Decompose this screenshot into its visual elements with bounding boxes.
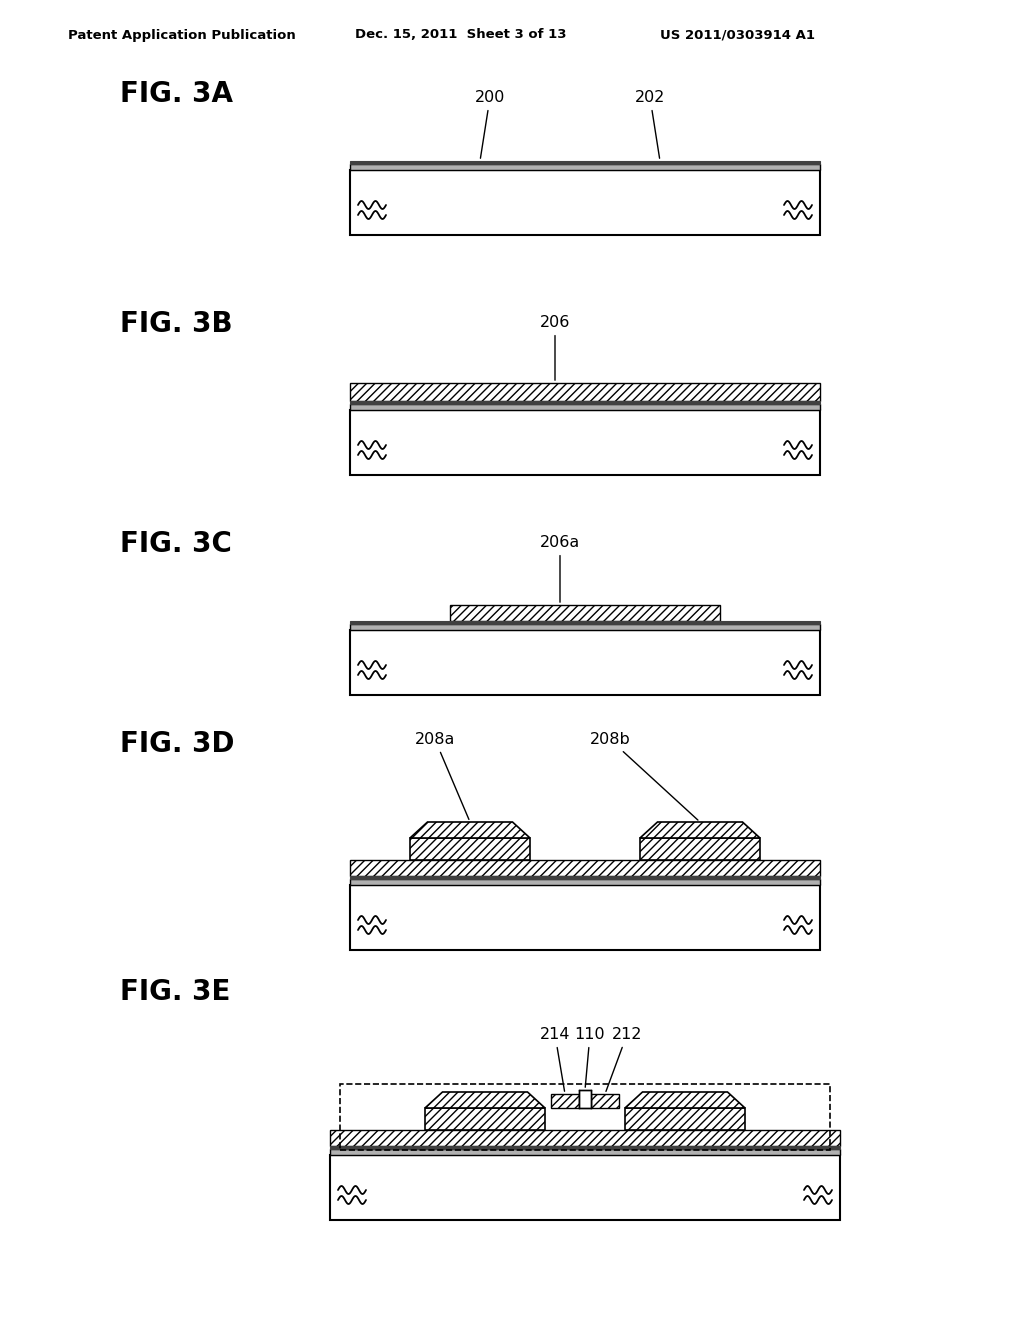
Bar [350, 884, 820, 950]
Text: FIG. 3B: FIG. 3B [120, 310, 232, 338]
Polygon shape [640, 822, 760, 838]
Polygon shape [425, 1107, 545, 1130]
Text: FIG. 3E: FIG. 3E [120, 978, 230, 1006]
Text: FIG. 3D: FIG. 3D [120, 730, 234, 758]
Bar [350, 411, 820, 475]
Bar [350, 170, 820, 235]
Text: FIG. 3A: FIG. 3A [120, 81, 233, 108]
Bar [350, 161, 820, 164]
Bar [330, 1130, 840, 1146]
Bar [350, 624, 820, 630]
Text: 200: 200 [475, 90, 505, 158]
Bar [350, 879, 820, 884]
Bar [350, 861, 820, 876]
Text: 214: 214 [540, 1027, 570, 1092]
Text: 206a: 206a [540, 535, 581, 602]
Bar [350, 404, 820, 411]
Polygon shape [425, 1092, 545, 1107]
Bar [350, 383, 820, 401]
Polygon shape [640, 838, 760, 861]
Polygon shape [410, 822, 530, 838]
Polygon shape [410, 838, 530, 861]
Text: 110: 110 [574, 1027, 605, 1088]
Text: 208b: 208b [590, 733, 698, 820]
Text: Patent Application Publication: Patent Application Publication [68, 29, 296, 41]
Text: 212: 212 [606, 1027, 642, 1092]
Bar [350, 401, 820, 404]
Text: Dec. 15, 2011  Sheet 3 of 13: Dec. 15, 2011 Sheet 3 of 13 [355, 29, 566, 41]
Polygon shape [625, 1107, 745, 1130]
Polygon shape [625, 1092, 745, 1107]
Bar [579, 1090, 591, 1107]
Text: 202: 202 [635, 90, 666, 158]
Bar [340, 1084, 830, 1150]
Bar [350, 630, 820, 696]
Text: 206: 206 [540, 315, 570, 380]
Text: US 2011/0303914 A1: US 2011/0303914 A1 [660, 29, 815, 41]
Bar [350, 876, 820, 879]
Bar [330, 1148, 840, 1155]
Text: FIG. 3C: FIG. 3C [120, 531, 231, 558]
Bar [350, 620, 820, 624]
Text: 208a: 208a [415, 733, 469, 820]
Bar [330, 1155, 840, 1220]
Bar [330, 1146, 840, 1148]
Bar [450, 605, 720, 620]
Bar [591, 1094, 618, 1107]
Bar [551, 1094, 579, 1107]
Bar [350, 164, 820, 170]
